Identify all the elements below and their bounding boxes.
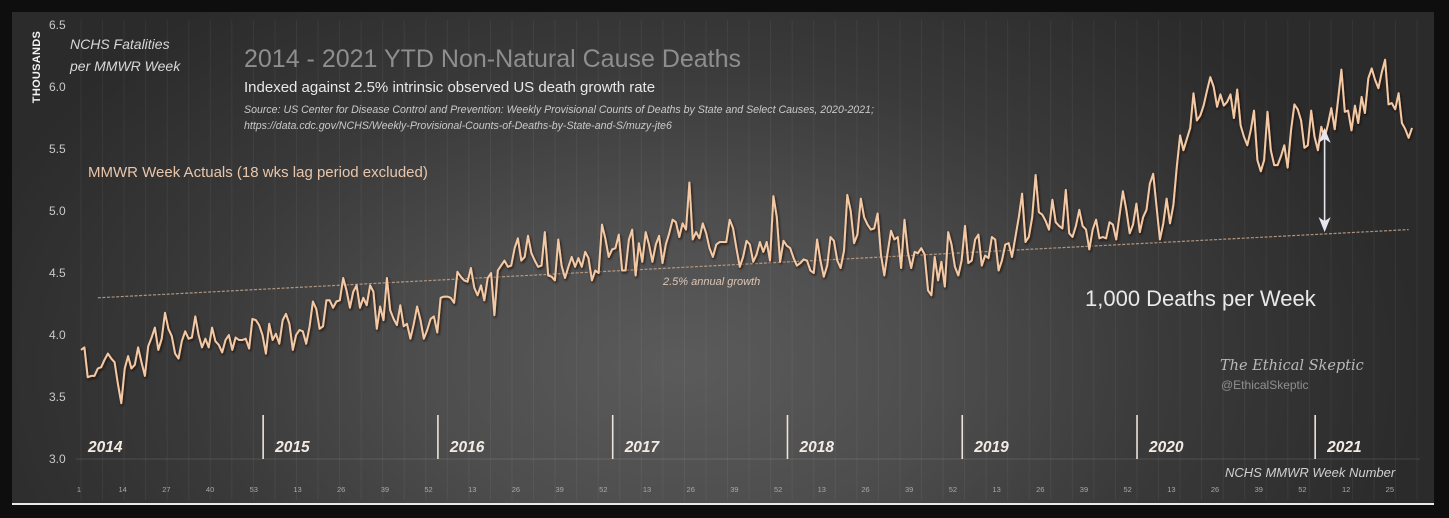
y-tick-label: 3.0 — [49, 452, 66, 466]
y-axis-note-line-1: NCHS Fatalities — [70, 36, 170, 52]
x-tick-label: 52 — [599, 485, 607, 494]
x-tick-label: 1 — [77, 485, 81, 494]
arrow-up-icon — [1318, 127, 1331, 143]
year-label: 2016 — [449, 439, 485, 456]
y-axis-unit-label: THOUSANDS — [31, 30, 43, 104]
y-tick-label: 4.5 — [49, 266, 66, 280]
year-label: 2020 — [1148, 439, 1184, 456]
x-tick-label: 27 — [162, 485, 170, 494]
year-label: 2021 — [1326, 439, 1361, 456]
x-tick-label: 13 — [293, 485, 301, 494]
y-tick-label: 5.0 — [49, 204, 66, 218]
x-tick-label: 25 — [1386, 485, 1394, 494]
y-tick-label: 3.5 — [49, 390, 66, 404]
year-label: 2018 — [798, 439, 834, 456]
year-label: 2019 — [973, 439, 1009, 456]
series-legend-label: MMWR Week Actuals (18 wks lag period exc… — [88, 164, 428, 181]
x-tick-label: 13 — [818, 485, 826, 494]
series-layer — [80, 58, 1413, 405]
x-tick-label: 39 — [1255, 485, 1263, 494]
source-url: https://data.cdc.gov/NCHS/Weekly-Provisi… — [244, 120, 672, 132]
x-tick-label: 52 — [774, 485, 782, 494]
chart-subtitle: Indexed against 2.5% intrinsic observed … — [244, 79, 656, 96]
watermark-name: The Ethical Skeptic — [1220, 358, 1364, 374]
annotation-layer — [1318, 127, 1331, 233]
year-label: 2014 — [87, 439, 123, 456]
chart-panel — [12, 12, 1434, 505]
year-markers: 2014 2015 2016 2017 2018 2019 2020 2021 — [87, 415, 1362, 459]
watermark-handle: @EthicalSkeptic — [1221, 378, 1309, 392]
x-tick-label: 39 — [905, 485, 913, 494]
x-tick-label: 39 — [730, 485, 738, 494]
x-tick-label: 52 — [1123, 485, 1131, 494]
axis-layer: 3.0 3.5 4.0 4.5 5.0 5.5 6.0 6.5 1 14 27 40 53 13 26 39 5… — [49, 18, 1420, 494]
x-tick-label: 53 — [250, 485, 258, 494]
x-tick-label: 39 — [1080, 485, 1088, 494]
y-tick-label: 4.0 — [49, 328, 66, 342]
x-tick-label: 14 — [119, 485, 127, 494]
x-tick-label: 39 — [381, 485, 389, 494]
annotation-label: 1,000 Deaths per Week — [1085, 286, 1316, 311]
year-label: 2015 — [274, 439, 310, 456]
x-tick-label: 13 — [468, 485, 476, 494]
x-tick-label: 13 — [992, 485, 1000, 494]
trend-layer — [97, 229, 1409, 299]
arrow-down-icon — [1318, 217, 1331, 233]
trend-line-label: 2.5% annual growth — [663, 276, 761, 288]
x-tick-label: 40 — [206, 485, 214, 494]
series-line — [80, 58, 1413, 405]
x-tick-label: 13 — [643, 485, 651, 494]
x-tick-label: 26 — [1036, 485, 1044, 494]
x-axis-label: NCHS MMWR Week Number — [1225, 465, 1396, 480]
y-axis-note-line-2: per MMWR Week — [70, 58, 181, 74]
x-tick-label: 12 — [1342, 485, 1350, 494]
y-tick-label: 5.5 — [49, 142, 66, 156]
source-citation: Source: US Center for Disease Control an… — [244, 104, 874, 116]
year-label: 2017 — [624, 439, 661, 456]
chart-title: 2014 - 2021 YTD Non-Natural Cause Deaths — [244, 45, 742, 73]
x-tick-label: 39 — [555, 485, 563, 494]
x-tick-label: 26 — [337, 485, 345, 494]
y-tick-label: 6.0 — [49, 80, 66, 94]
x-tick-label: 52 — [949, 485, 957, 494]
x-tick-label: 26 — [861, 485, 869, 494]
x-tick-label: 52 — [1298, 485, 1306, 494]
x-tick-label: 26 — [1211, 485, 1219, 494]
y-tick-label: 6.5 — [49, 18, 66, 32]
trend-line — [97, 229, 1409, 299]
x-tick-label: 52 — [424, 485, 432, 494]
x-tick-label: 26 — [512, 485, 520, 494]
x-tick-label: 13 — [1167, 485, 1175, 494]
x-tick-label: 26 — [687, 485, 695, 494]
